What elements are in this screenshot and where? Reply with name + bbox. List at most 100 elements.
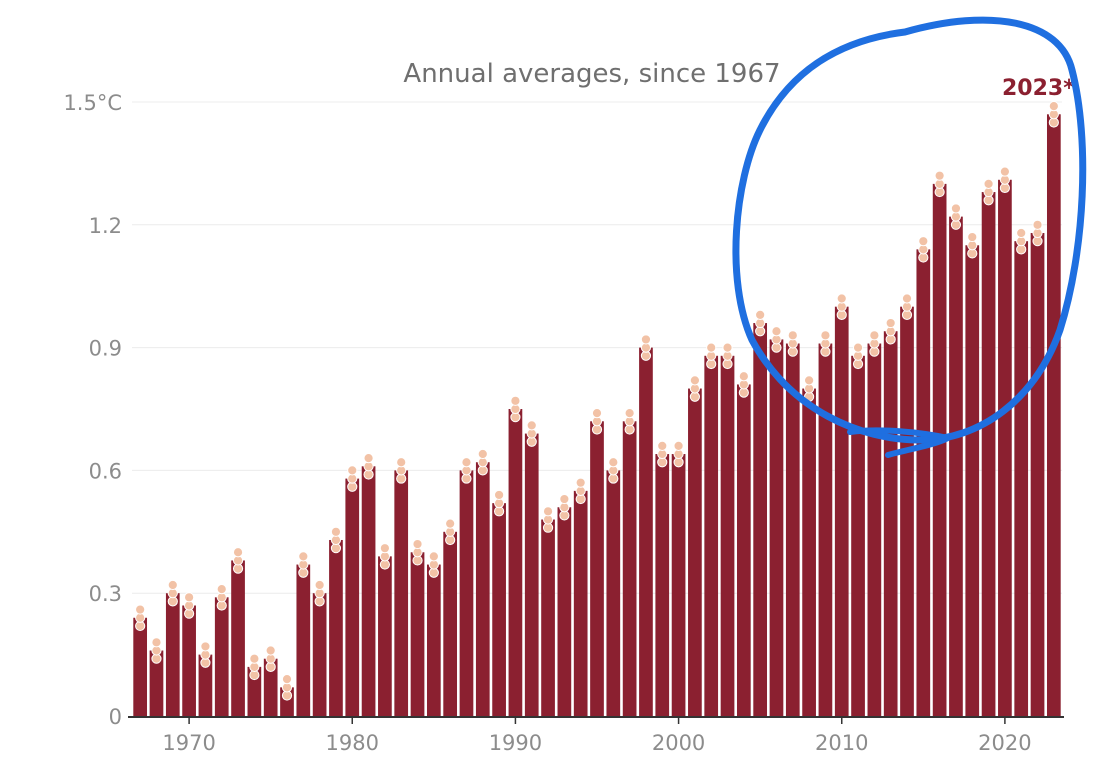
data-dot [542, 506, 554, 517]
y-tick-label: 0.3 [89, 582, 122, 606]
data-dot [852, 342, 864, 353]
data-dot [167, 579, 178, 591]
x-axis-ticks: 1970 1980 1990 2000 2010 2020 [162, 717, 1032, 755]
data-dot [983, 178, 994, 189]
bar [524, 433, 539, 716]
data-dot [184, 592, 195, 603]
data-dot [347, 465, 358, 476]
data-dot [820, 330, 831, 341]
x-tick-label: 2000 [652, 731, 705, 755]
bar [834, 306, 849, 716]
chart-title: Annual averages, since 1967 [403, 59, 780, 89]
data-dot [249, 653, 260, 664]
data-dot [1048, 100, 1059, 112]
bar [361, 466, 376, 716]
bar [949, 216, 963, 716]
data-dot [787, 330, 798, 341]
bar [688, 388, 702, 716]
data-dot [575, 477, 586, 488]
bar [818, 343, 833, 716]
data-dot [689, 375, 700, 386]
bar [475, 462, 490, 716]
data-dot [738, 371, 749, 382]
data-dot [314, 579, 325, 591]
data-dot [901, 293, 913, 304]
data-dot [200, 641, 211, 652]
data-dot [950, 203, 962, 214]
bar [981, 192, 996, 716]
data-dot [559, 493, 570, 505]
x-tick-label: 2020 [978, 731, 1031, 755]
bar [263, 658, 278, 716]
bar [1014, 241, 1029, 716]
x-tick-label: 1990 [489, 731, 542, 755]
data-dot [363, 453, 374, 464]
bar [573, 490, 588, 716]
data-dot [934, 170, 945, 181]
bar [998, 179, 1012, 717]
y-tick-label: 0.6 [89, 459, 122, 483]
bar [541, 519, 555, 716]
data-dot [624, 407, 635, 419]
data-dot [151, 637, 162, 648]
data-dot [869, 330, 880, 341]
bar [133, 617, 148, 716]
bar [443, 531, 458, 716]
bar [1030, 232, 1045, 716]
bar [590, 421, 604, 716]
data-dot [804, 375, 815, 386]
y-tick-label: 0 [109, 705, 122, 729]
data-dot [999, 166, 1010, 177]
data-dot [412, 538, 423, 550]
data-dot [216, 584, 227, 595]
data-dot [1016, 227, 1027, 239]
bar [622, 421, 637, 716]
data-dot [885, 317, 896, 329]
bar [165, 593, 180, 716]
bar [182, 605, 196, 716]
ensemble-dots [135, 100, 1059, 701]
bar [394, 470, 409, 716]
bar [753, 323, 768, 716]
data-dot [673, 440, 684, 451]
bar [606, 470, 621, 716]
bar [769, 339, 784, 716]
bar [149, 650, 164, 716]
data-dot [461, 457, 472, 468]
bar [345, 478, 360, 716]
bar [214, 597, 229, 716]
data-dot [836, 293, 847, 304]
y-tick-label: 1.2 [89, 214, 122, 238]
x-tick-label: 1970 [162, 731, 215, 755]
bar [900, 306, 914, 716]
x-tick-label: 2010 [815, 731, 868, 755]
data-dot [755, 309, 766, 320]
data-dot [1032, 219, 1043, 230]
data-dot [722, 342, 733, 353]
bar [329, 539, 343, 716]
bar [508, 409, 523, 716]
data-dot [640, 334, 652, 345]
data-dot [281, 674, 293, 685]
highlight-label-2023: 2023* [1002, 76, 1075, 101]
bar [312, 593, 327, 716]
data-dot [477, 448, 488, 460]
data-dot [526, 420, 537, 431]
data-dot [771, 326, 782, 337]
bar [802, 388, 816, 716]
bar [932, 183, 947, 716]
bar [378, 556, 392, 716]
data-dot [967, 231, 978, 243]
data-dot [330, 526, 342, 537]
data-dot [591, 407, 603, 419]
bar [965, 245, 980, 716]
data-dot [265, 645, 276, 656]
bar [296, 564, 311, 716]
bar [736, 384, 751, 716]
data-dot [608, 457, 619, 468]
bar [247, 666, 262, 716]
bar [785, 343, 800, 716]
hand-drawn-circle-annotation [732, 16, 1087, 444]
data-dot [510, 395, 521, 406]
